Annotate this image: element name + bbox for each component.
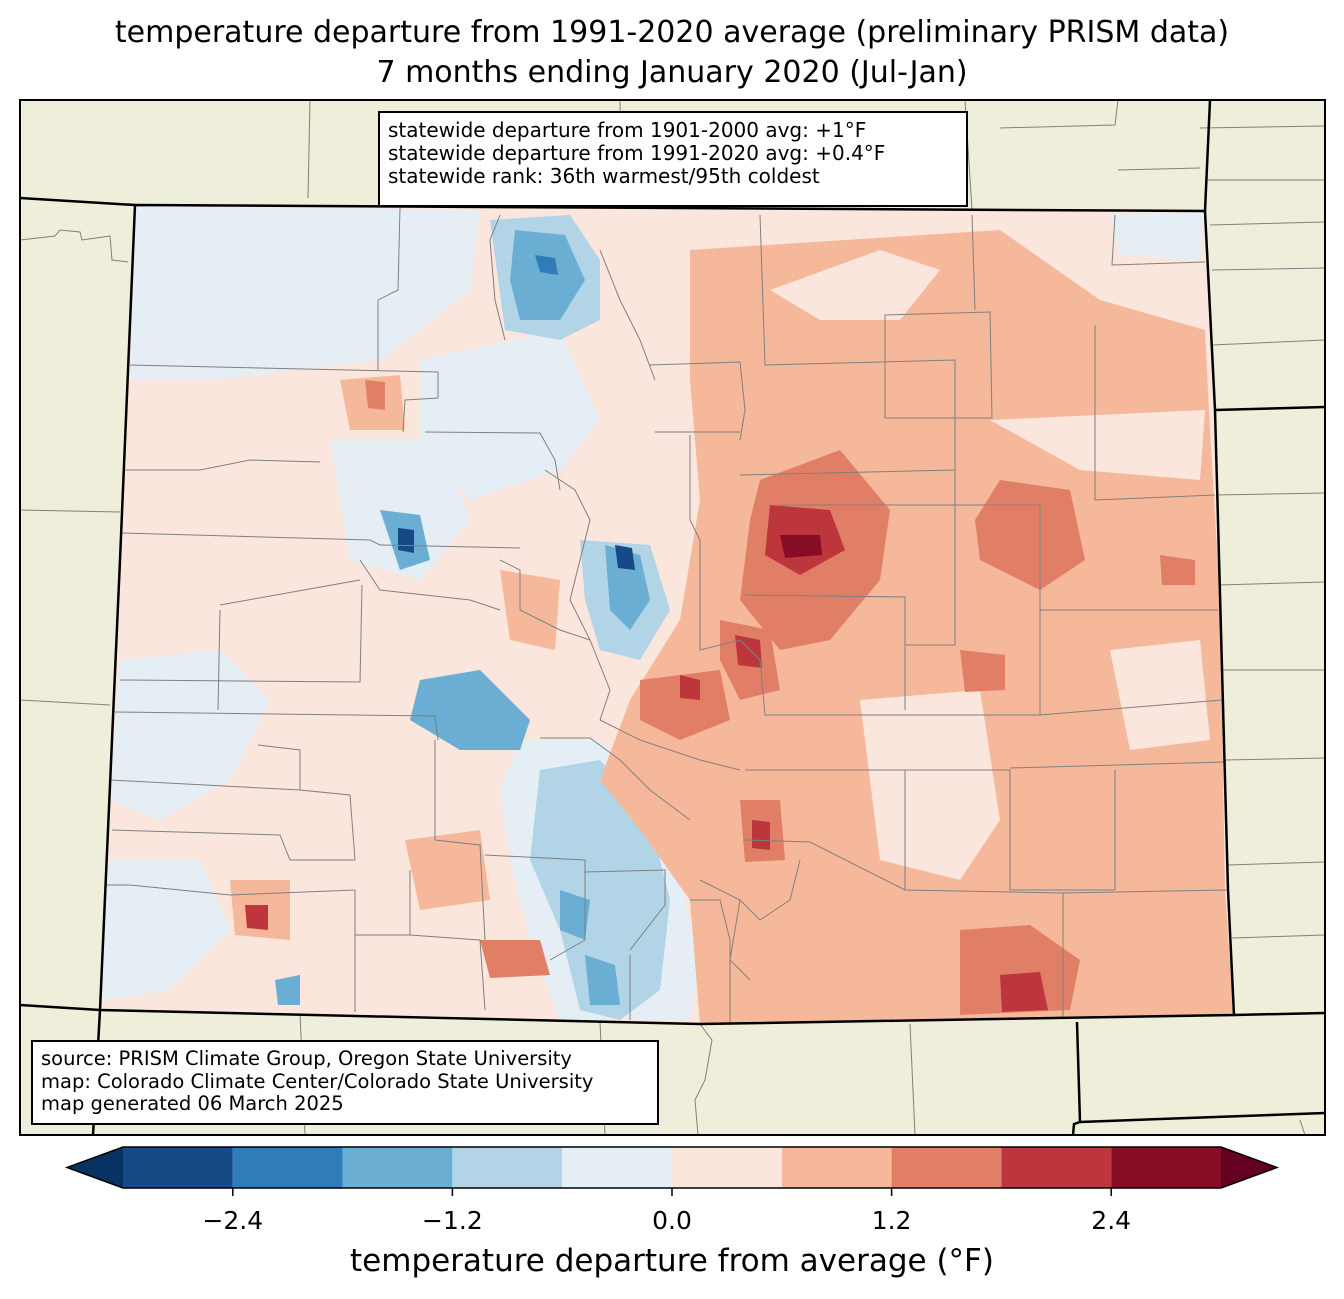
colorbar-over-arrow (1221, 1147, 1277, 1188)
colorbar-outline (64, 1146, 1280, 1189)
colorbar-label: temperature departure from average (°F) (350, 1243, 994, 1279)
stats-line-1901-2000: statewide departure from 1901-2000 avg: … (388, 118, 867, 142)
source-line: source: PRISM Climate Group, Oregon Stat… (41, 1047, 572, 1070)
colorbar-tick-label: 2.4 (1091, 1206, 1132, 1235)
colorbar-bin-1 (232, 1147, 343, 1188)
colorbar-bin-4 (562, 1147, 672, 1188)
colorbar-bin-7 (891, 1147, 1002, 1188)
colorbar-bin-5 (672, 1147, 782, 1188)
statewide-stats-box: statewide departure from 1901-2000 avg: … (378, 111, 968, 207)
colorbar-tick-label: −1.2 (422, 1206, 483, 1235)
colorbar-under-arrow (67, 1147, 123, 1188)
colorbar-bin-9 (1111, 1147, 1221, 1188)
colorbar-bin-0 (123, 1147, 233, 1188)
map-title-line2: 7 months ending January 2020 (Jul-Jan) (376, 55, 968, 90)
colorbar-tick-label: 0.0 (652, 1206, 692, 1235)
stats-line-1991-2020: statewide departure from 1991-2020 avg: … (388, 141, 886, 165)
colorado-county-lines (105, 207, 1229, 1022)
temperature-anomaly-field (100, 205, 1234, 1024)
colorbar-bin-6 (781, 1147, 892, 1188)
colorbar-tick-label: 1.2 (871, 1206, 912, 1235)
source-box: source: PRISM Climate Group, Oregon Stat… (31, 1040, 659, 1125)
map-credit-line: map: Colorado Climate Center/Colorado St… (41, 1069, 594, 1093)
colorbar-bins (123, 1147, 1221, 1188)
stats-line-rank: statewide rank: 36th warmest/95th coldes… (388, 164, 820, 188)
map-title-line1: temperature departure from 1991-2020 ave… (114, 15, 1230, 50)
map-frame (19, 99, 1326, 1136)
generated-date-line: map generated 06 March 2025 (41, 1092, 344, 1115)
colorbar-bin-3 (452, 1147, 563, 1188)
colorbar-bin-2 (342, 1147, 453, 1188)
colorbar-tick-marks (232, 1188, 1112, 1196)
colorbar-bin-8 (1001, 1147, 1112, 1188)
colorbar-tick-label: −2.4 (202, 1206, 264, 1235)
